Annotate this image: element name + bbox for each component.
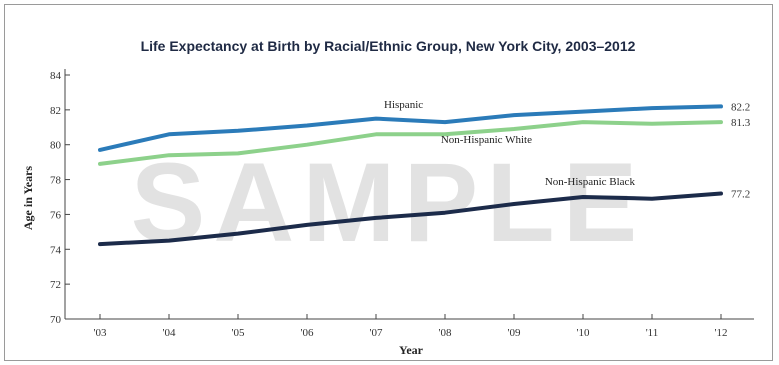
- x-tick-label: '09: [508, 327, 521, 339]
- y-tick-label: 70: [50, 314, 62, 326]
- x-tick-label: '06: [301, 327, 314, 339]
- line-chart: Life Expectancy at Birth by Racial/Ethni…: [21, 38, 754, 357]
- x-tick-label: '10: [577, 327, 590, 339]
- series-end-value: 82.2: [731, 101, 750, 113]
- y-axis-label: Age in Years: [21, 166, 35, 231]
- x-tick-label: '07: [370, 327, 383, 339]
- series-name-label: Non-Hispanic Black: [545, 176, 636, 188]
- y-tick-label: 84: [50, 70, 62, 82]
- x-tick-label: '12: [715, 327, 728, 339]
- x-tick-label: '05: [232, 327, 245, 339]
- x-tick-label: '08: [439, 327, 452, 339]
- series-line-0: [98, 104, 723, 152]
- x-tick-label: '04: [163, 327, 176, 339]
- chart-frame: Life Expectancy at Birth by Racial/Ethni…: [4, 4, 773, 361]
- x-tick-label: '11: [646, 327, 659, 339]
- y-tick-label: 78: [50, 175, 62, 187]
- series-name-label: Hispanic: [384, 99, 423, 111]
- y-tick-label: 76: [50, 209, 62, 221]
- series-end-value: 77.2: [731, 189, 750, 201]
- watermark-text: SAMPLE: [131, 140, 646, 265]
- y-tick-label: 72: [50, 279, 61, 291]
- series-line-1: [98, 120, 723, 166]
- series-name-label: Non-Hispanic White: [441, 134, 532, 146]
- x-tick-label: '03: [94, 327, 107, 339]
- y-tick-label: 80: [50, 140, 62, 152]
- series-line-2: [98, 191, 723, 247]
- series-end-value: 81.3: [731, 117, 751, 129]
- y-tick-label: 82: [50, 105, 61, 117]
- y-tick-label: 74: [50, 244, 62, 256]
- chart-title: Life Expectancy at Birth by Racial/Ethni…: [141, 38, 636, 54]
- x-axis-label: Year: [399, 343, 424, 357]
